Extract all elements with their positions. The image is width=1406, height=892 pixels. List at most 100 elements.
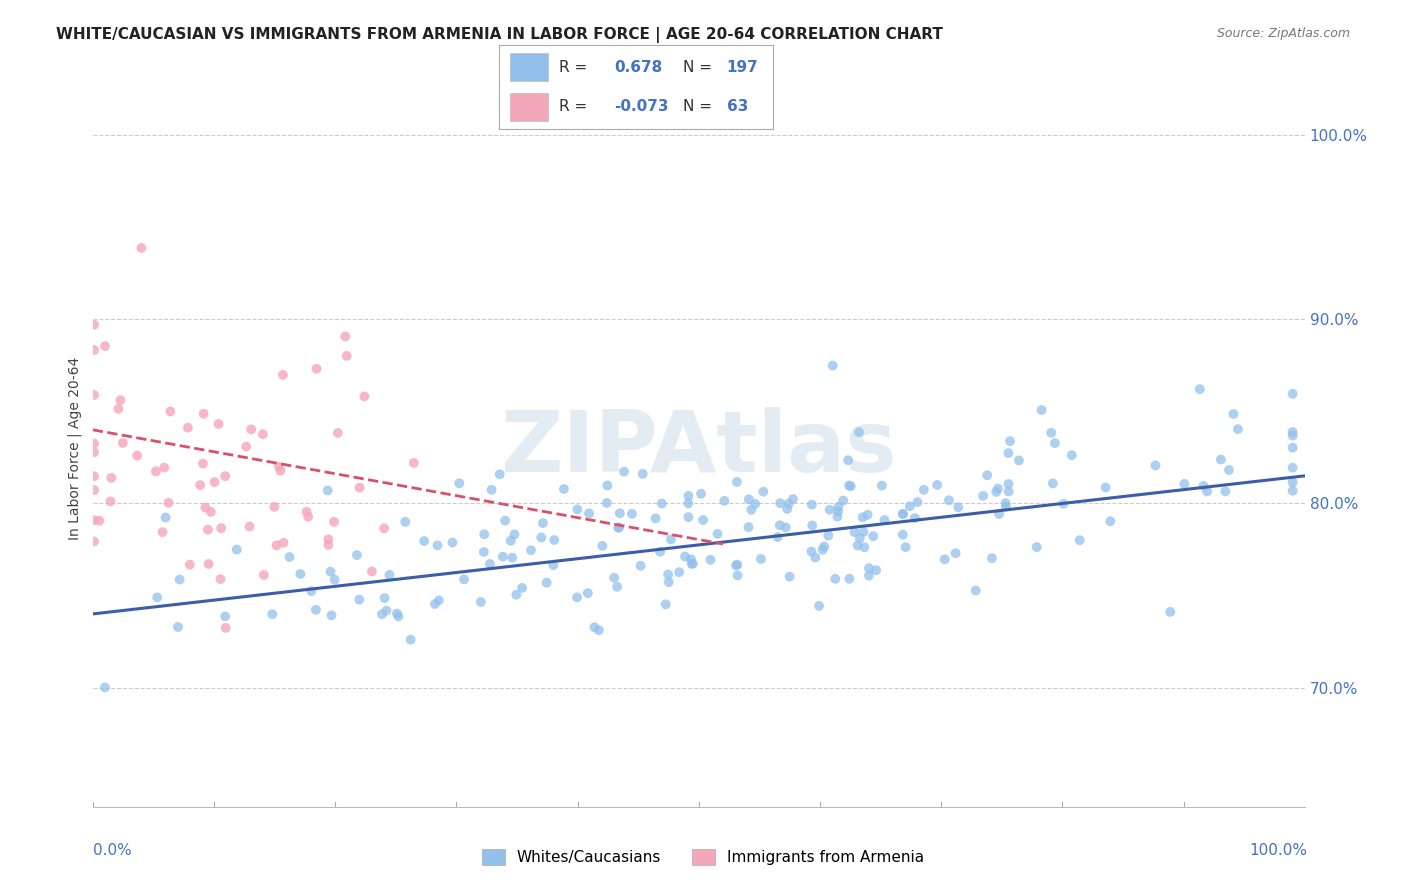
Point: [273, 535, 295, 549]
Point: [613, 465, 636, 479]
Point: [323, 573, 346, 587]
Point: [375, 604, 398, 618]
Point: [607, 520, 630, 534]
Point: [253, 568, 276, 582]
Point: [209, 572, 232, 586]
Text: R =: R =: [560, 60, 588, 75]
Point: [852, 524, 875, 539]
Point: [699, 553, 721, 567]
Point: [349, 481, 371, 495]
Point: [782, 491, 804, 506]
Point: [1094, 480, 1116, 494]
Point: [679, 552, 702, 566]
Point: [252, 427, 274, 442]
Point: [1188, 382, 1211, 396]
Point: [520, 543, 543, 558]
Point: [907, 495, 929, 509]
Point: [678, 510, 700, 524]
Point: [323, 515, 346, 529]
Point: [449, 476, 471, 491]
Point: [1042, 476, 1064, 491]
Point: [266, 538, 288, 552]
Point: [651, 497, 673, 511]
Point: [858, 568, 880, 582]
Point: [478, 557, 501, 571]
Point: [235, 440, 257, 454]
Point: [1025, 540, 1047, 554]
Point: [193, 407, 215, 421]
Point: [769, 496, 792, 510]
Point: [678, 496, 700, 510]
Point: [1040, 425, 1063, 440]
Point: [706, 527, 728, 541]
Point: [191, 457, 214, 471]
Point: [353, 389, 375, 403]
Point: [630, 558, 652, 573]
Point: [603, 571, 626, 585]
Point: [824, 572, 846, 586]
Point: [576, 586, 599, 600]
Point: [813, 540, 835, 554]
Text: N =: N =: [683, 60, 711, 75]
Point: [1281, 475, 1303, 490]
Point: [505, 588, 527, 602]
Point: [620, 507, 643, 521]
Point: [727, 568, 749, 582]
Point: [1281, 425, 1303, 439]
Point: [1197, 484, 1219, 499]
Point: [1281, 441, 1303, 455]
Point: [965, 583, 987, 598]
Point: [110, 393, 132, 408]
Point: [948, 500, 970, 515]
Point: [837, 453, 859, 467]
Point: [997, 477, 1019, 491]
Point: [263, 500, 285, 514]
Point: [305, 361, 328, 376]
Point: [481, 483, 503, 497]
Point: [681, 557, 703, 571]
Point: [131, 241, 153, 255]
Point: [441, 535, 464, 549]
Point: [177, 420, 200, 434]
Point: [423, 597, 446, 611]
Point: [1192, 479, 1215, 493]
Point: [988, 507, 1011, 521]
Point: [157, 496, 180, 510]
Point: [83, 483, 105, 497]
Point: [188, 478, 211, 492]
Point: [326, 425, 349, 440]
Point: [1209, 452, 1232, 467]
Point: [1008, 453, 1031, 467]
Point: [654, 598, 676, 612]
Point: [204, 475, 226, 489]
Point: [737, 520, 759, 534]
Point: [565, 591, 588, 605]
Point: [724, 558, 747, 573]
Point: [659, 533, 682, 547]
Point: [673, 549, 696, 564]
Point: [197, 523, 219, 537]
Point: [938, 493, 960, 508]
Point: [83, 445, 105, 459]
Point: [997, 484, 1019, 499]
Point: [472, 545, 495, 559]
Point: [1281, 460, 1303, 475]
Text: -0.073: -0.073: [614, 98, 669, 113]
Point: [427, 593, 450, 607]
Point: [848, 425, 870, 439]
Point: [492, 549, 515, 564]
Point: [543, 533, 565, 547]
Point: [371, 607, 394, 622]
Point: [713, 493, 735, 508]
Point: [818, 502, 841, 516]
Point: [361, 565, 384, 579]
Point: [318, 533, 340, 547]
Point: [740, 503, 762, 517]
Point: [800, 498, 823, 512]
Point: [744, 497, 766, 511]
Point: [385, 607, 408, 621]
Point: [1281, 483, 1303, 498]
Point: [852, 510, 875, 524]
Point: [862, 529, 884, 543]
FancyBboxPatch shape: [510, 93, 548, 120]
